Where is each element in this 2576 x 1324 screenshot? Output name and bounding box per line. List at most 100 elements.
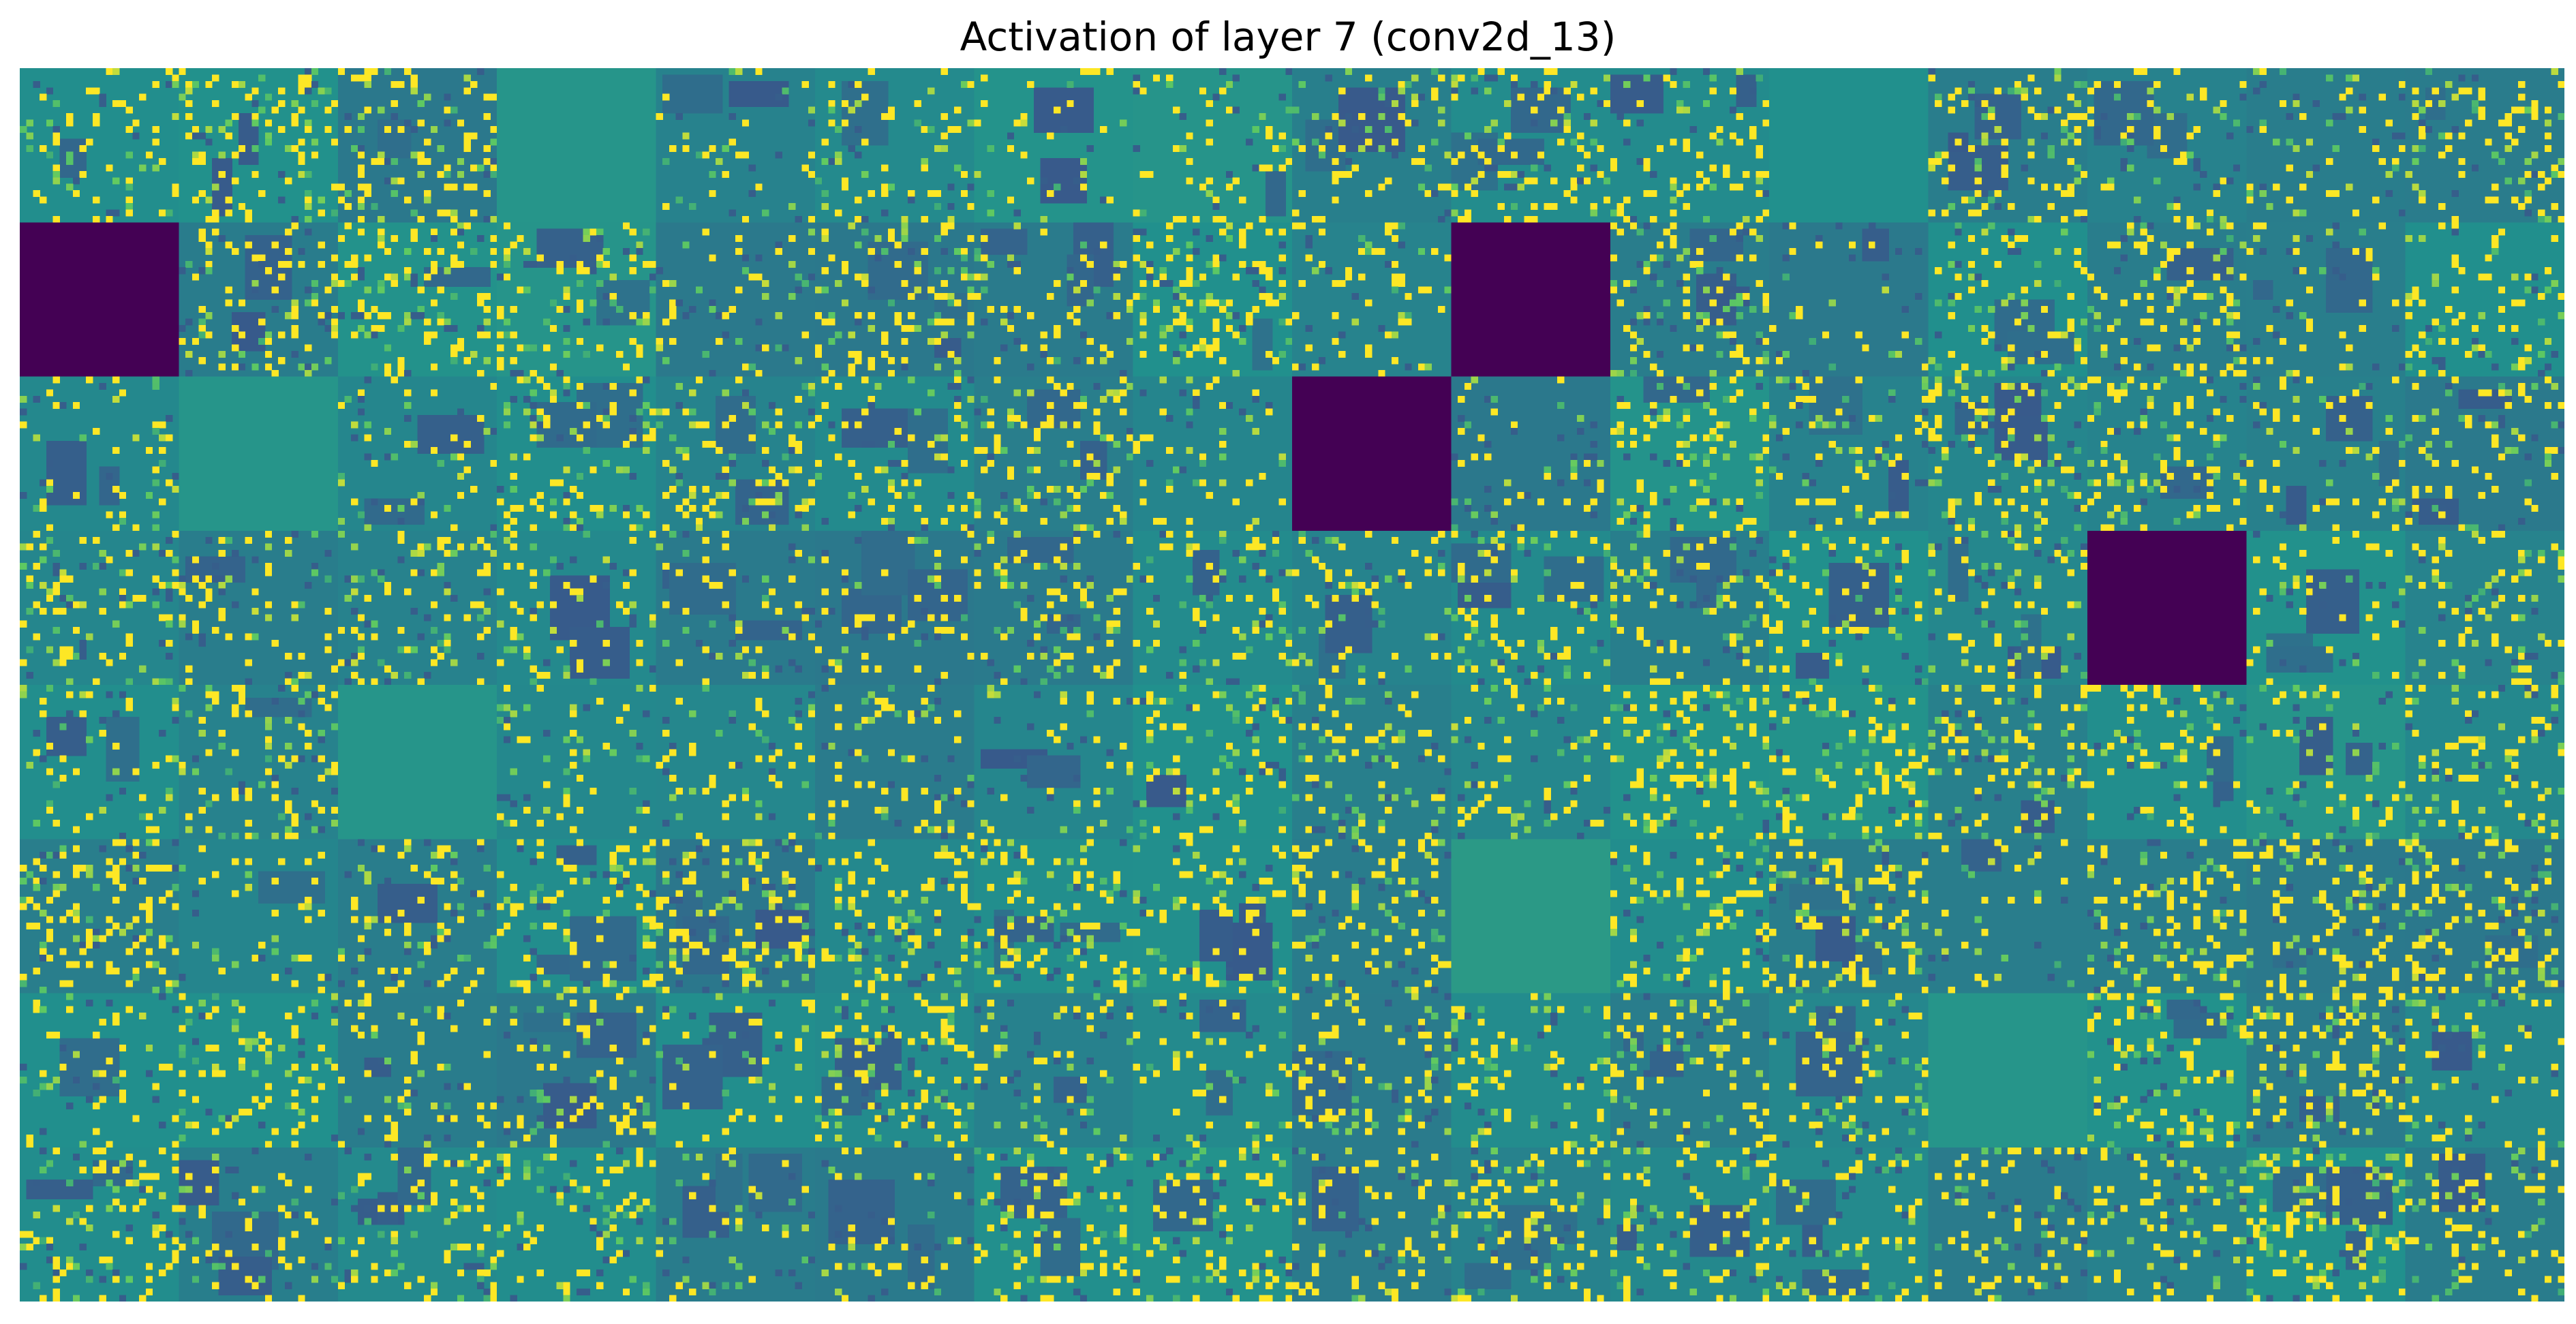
activation-cell — [1219, 402, 1227, 410]
activation-cell — [1875, 241, 1883, 249]
activation-cell — [2451, 337, 2459, 345]
activation-cell — [908, 312, 915, 320]
activation-cell — [371, 325, 378, 333]
activation-cell — [92, 87, 100, 95]
activation-cell — [1610, 74, 1664, 114]
activation-cell — [762, 479, 769, 487]
channel-tile — [974, 376, 1134, 532]
activation-cell — [298, 723, 305, 730]
activation-cell — [40, 582, 47, 589]
activation-cell — [2133, 427, 2141, 435]
activation-cell — [291, 112, 298, 121]
activation-cell — [1000, 569, 1008, 576]
activation-cell — [682, 132, 690, 140]
activation-cell — [517, 286, 524, 294]
activation-cell — [1471, 665, 1478, 673]
activation-cell — [2524, 678, 2532, 686]
activation-cell — [1040, 498, 1047, 506]
activation-cell — [1650, 170, 1657, 178]
activation-cell — [921, 607, 928, 615]
activation-cell — [841, 183, 849, 191]
activation-cell — [364, 190, 371, 198]
activation-cell — [2504, 395, 2512, 403]
activation-cell — [1100, 241, 1107, 249]
activation-cell — [1629, 344, 1638, 352]
activation-cell — [2385, 190, 2393, 198]
activation-cell — [2517, 389, 2526, 397]
activation-cell — [251, 112, 259, 121]
activation-cell — [2392, 505, 2399, 512]
activation-cell — [1133, 209, 1140, 217]
activation-cell — [2392, 299, 2399, 307]
activation-grid — [20, 68, 2564, 1302]
activation-cell — [954, 415, 962, 422]
activation-cell — [2206, 292, 2214, 300]
activation-cell — [2100, 524, 2108, 532]
activation-cell — [1822, 627, 1830, 634]
activation-cell — [430, 659, 438, 666]
activation-cell — [1762, 614, 1770, 621]
activation-cell — [934, 575, 942, 583]
activation-cell — [523, 453, 531, 461]
activation-cell — [1047, 402, 1054, 410]
activation-cell — [1928, 68, 1935, 76]
activation-cell — [1219, 305, 1227, 313]
activation-cell — [1994, 190, 2002, 198]
activation-cell — [748, 672, 756, 679]
activation-cell — [2293, 267, 2300, 275]
activation-cell — [1656, 350, 1664, 358]
activation-cell — [1139, 318, 1147, 326]
activation-cell — [808, 408, 816, 416]
activation-cell — [2127, 485, 2134, 493]
activation-cell — [821, 550, 829, 557]
activation-cell — [218, 588, 226, 596]
activation-cell — [1484, 395, 1492, 403]
activation-cell — [788, 575, 796, 583]
activation-cell — [1676, 601, 1684, 609]
activation-cell — [1610, 620, 1618, 628]
activation-cell — [1749, 228, 1757, 236]
activation-cell — [232, 80, 239, 88]
activation-cell — [1219, 215, 1227, 223]
activation-cell — [602, 460, 611, 467]
activation-cell — [2034, 582, 2042, 589]
activation-cell — [1981, 562, 1989, 570]
activation-cell — [2081, 543, 2088, 551]
activation-cell — [191, 556, 200, 564]
activation-cell — [1252, 543, 1259, 551]
activation-cell — [112, 209, 120, 217]
activation-cell — [1510, 74, 1518, 82]
activation-cell — [914, 286, 922, 294]
activation-cell — [298, 672, 305, 679]
activation-cell — [602, 421, 611, 429]
activation-cell — [2054, 550, 2061, 557]
activation-cell — [145, 813, 153, 820]
activation-cell — [1444, 209, 1452, 217]
activation-cell — [351, 672, 358, 679]
activation-cell — [264, 267, 273, 275]
activation-cell — [2021, 485, 2028, 493]
activation-cell — [1033, 87, 1094, 133]
activation-cell — [2425, 453, 2433, 461]
activation-cell — [378, 235, 385, 243]
activation-cell — [1981, 421, 1989, 429]
activation-cell — [940, 672, 948, 679]
activation-cell — [1000, 447, 1008, 455]
activation-cell — [1623, 453, 1631, 461]
activation-cell — [1219, 569, 1227, 576]
activation-cell — [1000, 582, 1008, 589]
activation-cell — [2531, 273, 2539, 281]
activation-cell — [450, 350, 458, 358]
activation-cell — [921, 215, 928, 223]
activation-cell — [1159, 273, 1167, 281]
activation-cell — [2001, 138, 2008, 146]
activation-cell — [198, 787, 206, 795]
activation-cell — [1318, 627, 1326, 634]
activation-cell — [1212, 337, 1220, 345]
activation-cell — [2180, 370, 2188, 378]
activation-cell — [1278, 267, 1286, 275]
activation-cell — [2040, 350, 2049, 358]
activation-cell — [828, 318, 835, 326]
activation-cell — [1935, 607, 1942, 615]
activation-cell — [1650, 402, 1657, 410]
